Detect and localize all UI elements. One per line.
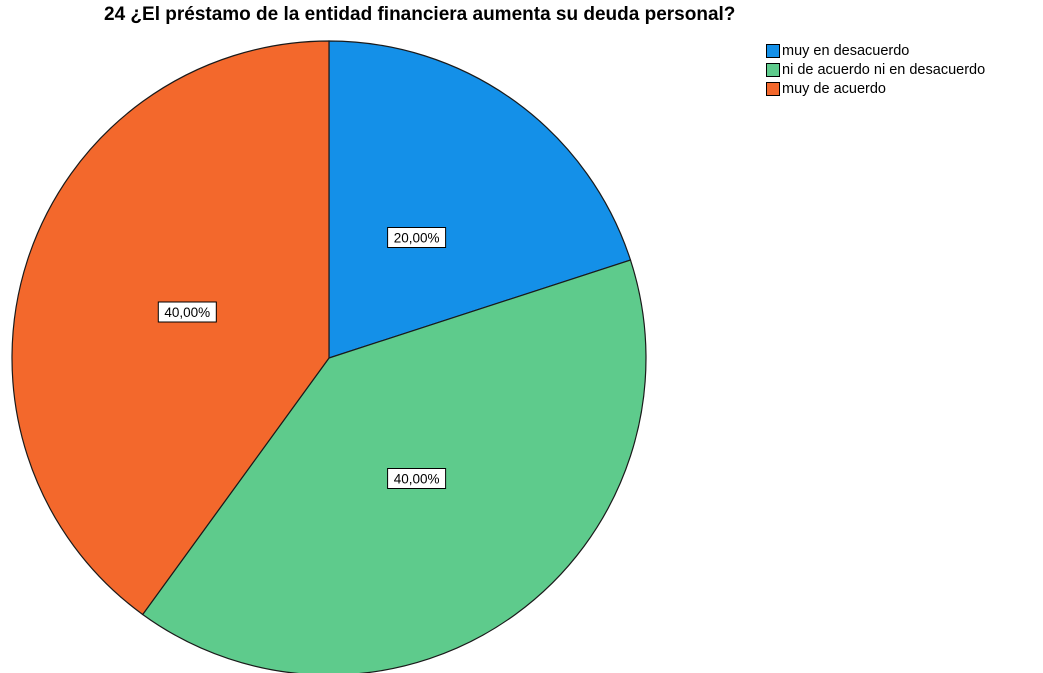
- legend-swatch: [766, 81, 780, 96]
- legend-item: muy de acuerdo: [766, 79, 985, 98]
- legend: muy en desacuerdo ni de acuerdo ni en de…: [766, 41, 985, 98]
- slice-data-label: 40,00%: [387, 468, 447, 489]
- pie-slice: [328, 40, 632, 359]
- legend-label: ni de acuerdo ni en desacuerdo: [782, 61, 986, 78]
- pie-slice: [141, 259, 647, 673]
- slice-data-label: 40,00%: [157, 301, 217, 323]
- svg-text:40,00%: 40,00%: [164, 305, 210, 320]
- slice-data-label: 20,00%: [387, 227, 447, 248]
- legend-label: muy en desacuerdo: [782, 42, 910, 59]
- legend-swatch: [766, 43, 780, 58]
- legend-label: muy de acuerdo: [782, 80, 886, 97]
- legend-item: muy en desacuerdo: [766, 41, 985, 60]
- legend-item: ni de acuerdo ni en desacuerdo: [766, 60, 985, 79]
- legend-swatch: [766, 62, 780, 77]
- svg-text:40,00%: 40,00%: [394, 472, 440, 487]
- svg-text:20,00%: 20,00%: [394, 231, 440, 246]
- pie-slice: [11, 40, 330, 616]
- chart-title: 24 ¿El préstamo de la entidad financiera…: [104, 4, 736, 25]
